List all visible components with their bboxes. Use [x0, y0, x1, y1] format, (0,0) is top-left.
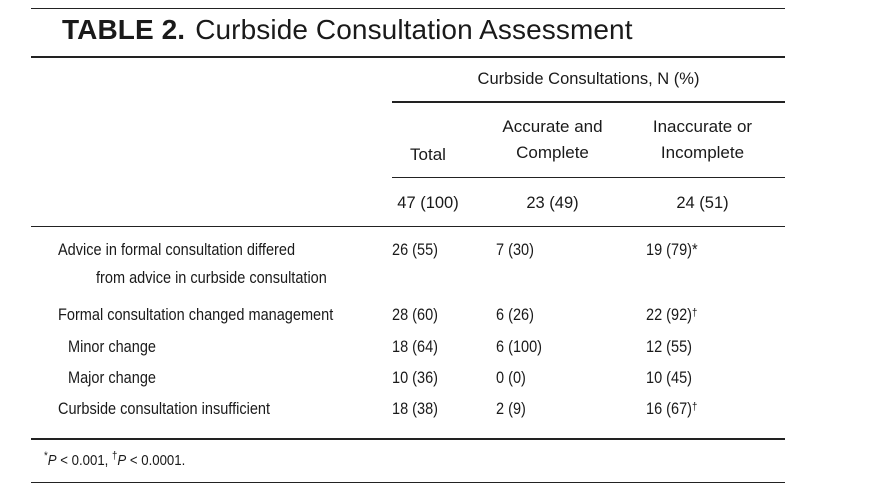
- row-label-changed-management: Formal consultation changed management: [58, 306, 334, 324]
- p-symbol: P: [47, 452, 57, 469]
- p-symbol: P: [117, 452, 127, 469]
- table-cell: 0 (0): [496, 369, 526, 387]
- row-label-curbside-insufficient: Curbside consultation insufficient: [58, 400, 271, 418]
- column-header-inaccurate-line1: Inaccurate or: [652, 117, 753, 136]
- column-header-accurate-line2: Complete: [516, 143, 589, 162]
- table-cell: 26 (55): [392, 241, 439, 259]
- cell-value: 19 (79): [646, 241, 693, 259]
- body-rule: [31, 226, 785, 227]
- table-cell: 19 (79)*: [646, 240, 698, 260]
- column-header-inaccurate-line2: Incomplete: [660, 143, 745, 162]
- table-cell: 28 (60): [392, 306, 439, 324]
- table-cell: 22 (92)†: [646, 305, 697, 325]
- table-label: TABLE 2.: [62, 14, 186, 45]
- table-cell: 10 (45): [646, 369, 693, 387]
- table-cell: 7 (30): [496, 241, 534, 259]
- count-accurate: 23 (49): [526, 194, 579, 212]
- table-cell: 16 (67)†: [646, 399, 697, 419]
- table-cell: 6 (100): [496, 338, 543, 356]
- table-footnote: *P < 0.001, †P < 0.0001.: [44, 450, 186, 469]
- footnote-mark: *: [44, 450, 48, 462]
- footnote-mark: †: [692, 307, 698, 319]
- row-label-advice-differed: Advice in formal consultation differed: [58, 241, 296, 259]
- table-cell: 18 (38): [392, 400, 439, 418]
- row-label-advice-differed-cont: from advice in curbside consultation: [96, 269, 327, 287]
- count-inaccurate: 24 (51): [676, 194, 729, 212]
- cell-value: 16 (67): [646, 400, 693, 418]
- spanner-rule: [392, 101, 785, 103]
- table-cell: 12 (55): [646, 338, 693, 356]
- header-rule: [392, 177, 785, 178]
- column-header-inaccurate: Inaccurate or Incomplete: [630, 114, 775, 166]
- row-label-minor-change: Minor change: [68, 338, 156, 356]
- count-total: 47 (100): [397, 194, 459, 212]
- row-label-major-change: Major change: [68, 369, 156, 387]
- table-cell: 10 (36): [392, 369, 439, 387]
- table-cell: 2 (9): [496, 400, 526, 418]
- column-header-accurate-line1: Accurate and: [502, 117, 603, 136]
- table-caption: Curbside Consultation Assessment: [195, 14, 633, 45]
- table-cell: 6 (26): [496, 306, 534, 324]
- column-header-total: Total: [410, 145, 446, 164]
- footer-rule: [31, 438, 785, 440]
- spanner-header: Curbside Consultations, N (%): [477, 70, 700, 88]
- footnote-mark: †: [692, 401, 698, 413]
- title-rule: [31, 56, 785, 58]
- footnote-text: < 0.0001.: [126, 452, 186, 469]
- top-rule: [31, 8, 785, 9]
- cell-value: 22 (92): [646, 306, 693, 324]
- footnote-mark: *: [692, 241, 698, 259]
- table-cell: 18 (64): [392, 338, 439, 356]
- column-header-accurate: Accurate and Complete: [480, 114, 625, 166]
- bottom-rule: [31, 482, 785, 483]
- footnote-mark: †: [111, 450, 118, 462]
- table-title: TABLE 2. Curbside Consultation Assessment: [62, 14, 633, 46]
- footnote-text: < 0.001,: [56, 452, 112, 469]
